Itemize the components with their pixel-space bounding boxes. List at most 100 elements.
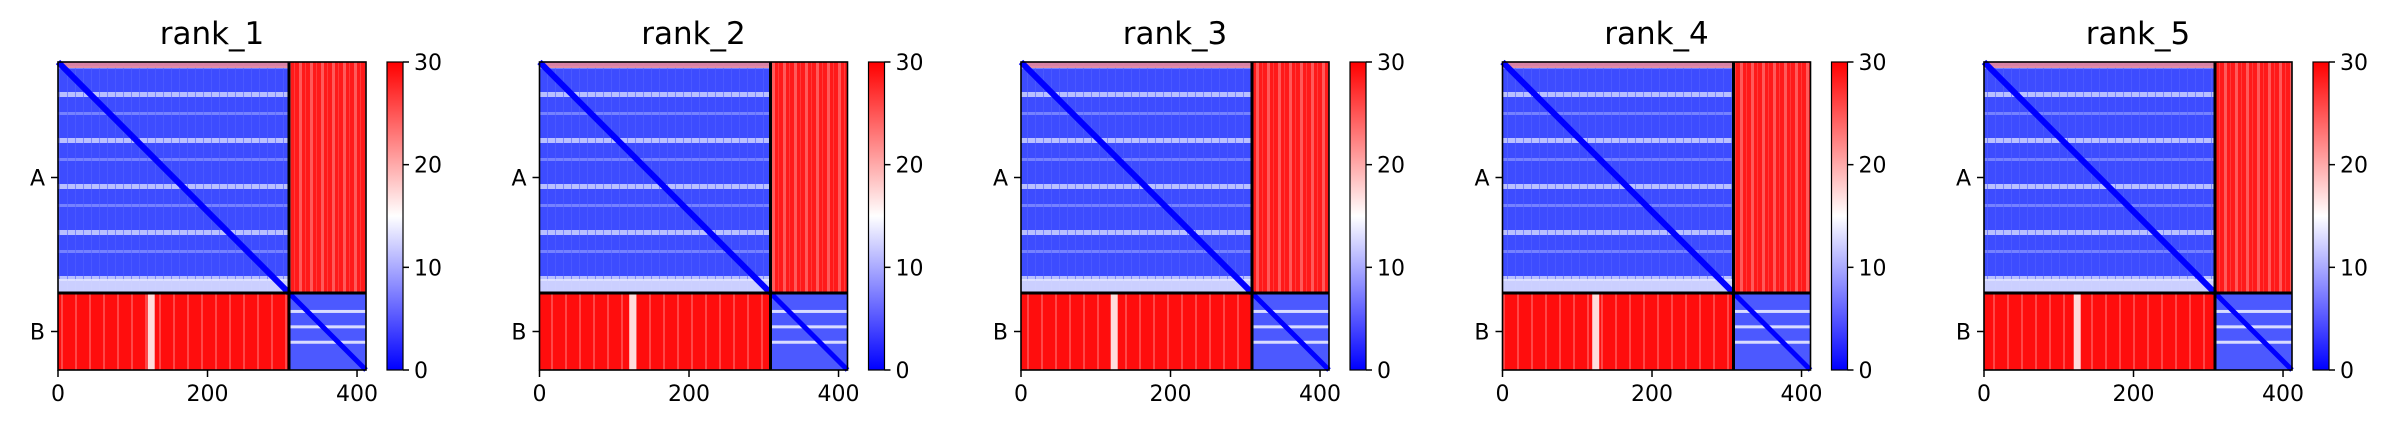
block-ba-stripe [1592,293,1600,370]
block-bb-band [770,309,848,313]
x-tick-label: 0 [51,382,65,407]
colorbar-tick-label: 0 [896,359,910,384]
colorbar-tick-label: 30 [896,51,924,76]
block-aa-top-edge [1502,62,1734,68]
colorbar-tick-label: 0 [414,359,428,384]
panel-title: rank_1 [160,16,265,52]
colorbar [1349,61,1367,371]
colorbar-tick-label: 0 [1859,359,1873,384]
block-ba-stripe [2073,293,2081,370]
x-tick-label: 400 [818,382,860,407]
diagonal-a [1500,59,1736,296]
y-tick-label: B [511,321,526,346]
heatmap-panel: rank_5 A B 0 200 400 0 10 20 30 [1956,16,2368,407]
block-aa-top-edge [58,62,289,68]
block-bb-band [2215,325,2292,329]
y-tick-label: A [511,167,526,192]
y-tick-label: B [1956,321,1971,346]
colorbar-tick-label: 10 [1377,256,1405,281]
heatmap-panel: rank_1 A B 0 200 400 0 10 20 30 [30,16,442,407]
x-tick-label: 200 [187,382,229,407]
y-tick-label: A [993,167,1008,192]
x-tick-label: 400 [2262,382,2304,407]
diagonal-b [1731,291,1813,372]
x-tick-label: 0 [533,382,547,407]
x-tick-label: 400 [1781,382,1823,407]
colorbar-tick-label: 30 [1377,51,1405,76]
x-tick-label: 200 [1150,382,1192,407]
y-tick-label: A [1474,167,1489,192]
block-bb-band [1252,325,1329,329]
axes-frame [1020,61,1330,371]
diagonal-b [287,291,368,372]
block-bb-band [1733,325,1811,329]
block-bb-band [1252,309,1329,313]
diagonal-a [1018,59,1255,296]
colorbar [867,61,886,371]
panel-title: rank_2 [641,16,746,52]
y-tick-label: B [30,321,45,346]
block-ba [1984,293,2215,370]
diagonal-b [2213,291,2294,372]
x-tick-label: 200 [1631,382,1673,407]
block-aa-bottom-edge [1984,279,2215,293]
panel-title: rank_5 [2086,16,2191,52]
axes-frame [57,61,367,371]
block-bb-band [2215,309,2292,313]
colorbar [1830,61,1849,371]
colorbar-tick-label: 30 [414,51,442,76]
y-tick-label: B [1474,321,1489,346]
block-ba-stripe [1110,293,1118,370]
block-ab [289,62,366,293]
block-aa-top-edge [539,62,771,68]
colorbar-tick-label: 30 [2340,51,2368,76]
block-aa-bottom-edge [58,279,289,293]
block-ba-stripe [147,293,155,370]
x-tick-label: 0 [1496,382,1510,407]
block-bb-band [1733,340,1811,344]
colorbar-tick-label: 10 [2340,256,2368,281]
y-tick-label: B [993,321,1008,346]
block-ab [2215,62,2292,293]
block-aa-bottom-edge [1021,279,1252,293]
diagonal-b [768,291,850,372]
block-bb-band [1252,340,1329,344]
y-tick-label: A [30,167,45,192]
diagonal-b [1250,291,1331,372]
block-aa-top-edge [1984,62,2215,68]
block-aa-bottom-edge [539,279,771,293]
block-ba-stripe [629,293,637,370]
x-tick-label: 400 [1299,382,1341,407]
diagonal-a [55,59,292,296]
block-ba [539,293,771,370]
block-ab [770,62,848,293]
block-bb-band [2215,340,2292,344]
block-bb-band [289,325,366,329]
block-ba [1502,293,1734,370]
block-aa-top-edge [1021,62,1252,68]
colorbar-tick-label: 30 [1859,51,1887,76]
x-tick-label: 400 [336,382,378,407]
diagonal-a [1981,59,2218,296]
colorbar [2312,61,2330,371]
colorbar-tick-label: 20 [414,154,442,179]
x-tick-label: 200 [668,382,710,407]
block-ba [1021,293,1252,370]
x-tick-label: 200 [2113,382,2155,407]
block-ab [1252,62,1329,293]
colorbar-tick-label: 10 [414,256,442,281]
block-ab [1733,62,1811,293]
colorbar-tick-label: 10 [896,256,924,281]
block-ba [58,293,289,370]
diagonal-a [537,59,773,296]
y-tick-label: A [1956,167,1971,192]
heatmap-panel: rank_4 A B 0 200 400 0 10 20 30 [1474,16,1886,407]
panel-title: rank_4 [1604,16,1709,52]
colorbar-tick-label: 20 [2340,154,2368,179]
block-bb-band [289,340,366,344]
colorbar-tick-label: 20 [1377,154,1405,179]
axes-frame [1501,61,1812,371]
x-tick-label: 0 [1977,382,1991,407]
colorbar-tick-label: 0 [2340,359,2354,384]
